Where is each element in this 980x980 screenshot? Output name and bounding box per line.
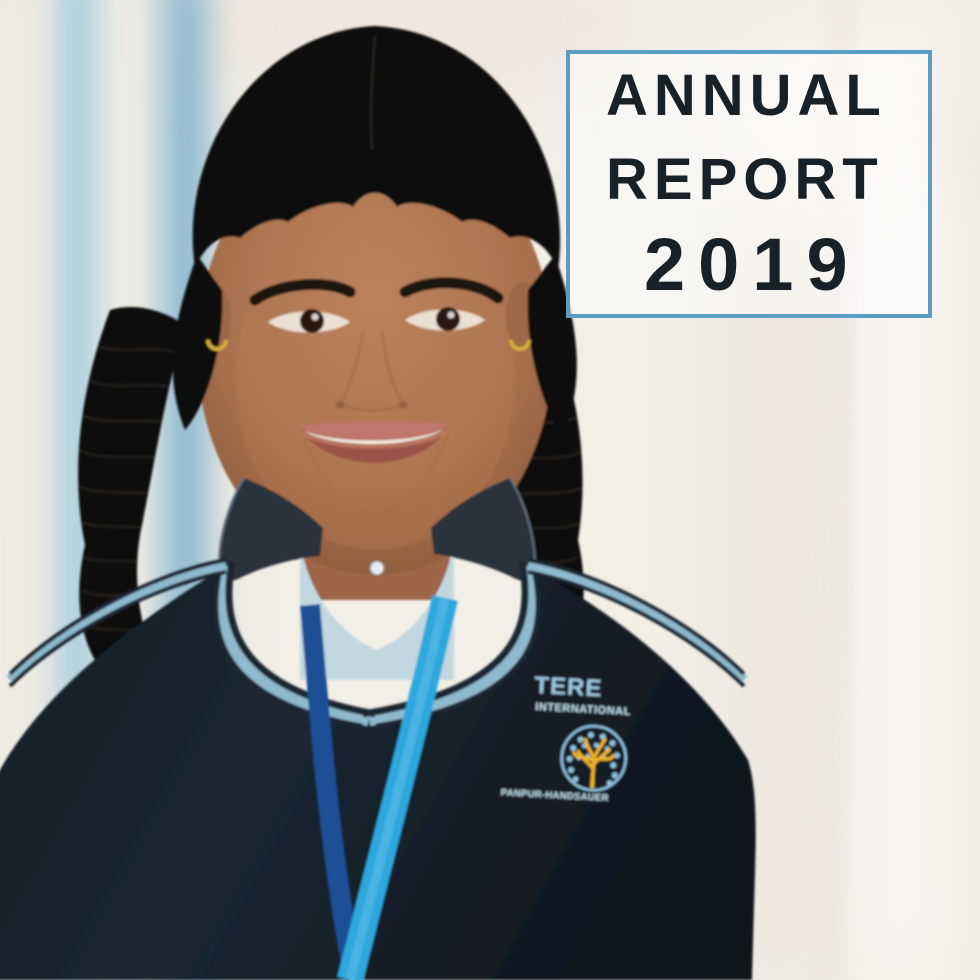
svg-text:TERE: TERE: [534, 672, 603, 703]
